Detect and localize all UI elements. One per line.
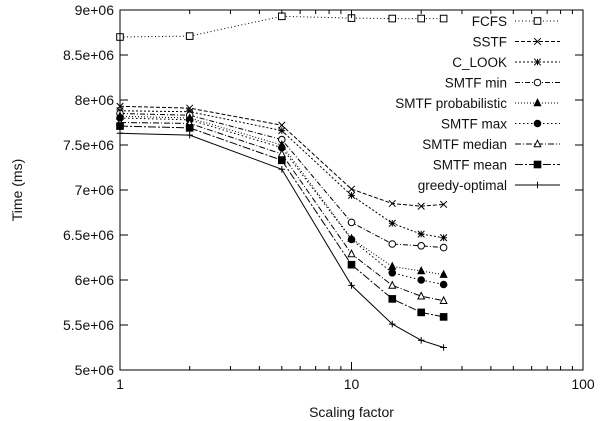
data-point-marker	[186, 104, 194, 112]
y-tick-label: 5.5e+06	[63, 317, 114, 333]
data-point-marker	[417, 337, 425, 344]
legend-entry: SMTF max	[441, 117, 560, 132]
legend-label: SMTF max	[441, 117, 507, 132]
data-point-marker	[347, 185, 356, 193]
data-point-marker	[533, 139, 542, 148]
series-layer	[115, 12, 448, 351]
data-point-marker	[533, 58, 542, 66]
data-point-marker	[388, 14, 397, 23]
ticks-layer: 1 10 100 5e+06 5.5e+06 6e+06 6.5e+06 7e+06 7.5e+…	[63, 2, 595, 392]
legend-label: SMTF mean	[433, 158, 507, 173]
series-smtf-min	[116, 109, 448, 252]
data-point-marker	[347, 191, 356, 200]
y-tick-label: 7e+06	[75, 182, 115, 198]
data-point-marker	[388, 199, 396, 208]
legend-label: SMTF min	[445, 76, 507, 91]
y-tick-label: 5e+06	[75, 362, 115, 378]
plot-frame	[119, 9, 584, 371]
data-point-marker	[417, 14, 425, 23]
y-tick-label: 6.5e+06	[63, 227, 114, 243]
data-point-marker	[388, 295, 397, 303]
data-point-marker	[439, 295, 448, 304]
data-point-marker	[347, 260, 356, 269]
data-point-marker	[278, 166, 286, 173]
data-point-marker	[347, 235, 356, 244]
legend-label: FCFS	[472, 14, 507, 29]
data-point-marker	[440, 344, 447, 351]
x-tick-label: 100	[571, 376, 595, 392]
data-point-marker	[388, 240, 397, 248]
data-point-marker	[439, 243, 448, 252]
data-point-marker	[417, 230, 425, 238]
y-tick-label: 8.5e+06	[63, 47, 114, 63]
y-tick-label: 6e+06	[75, 272, 115, 288]
data-point-marker	[417, 242, 425, 250]
data-point-marker	[277, 149, 286, 158]
x-axis-label: Scaling factor	[309, 404, 394, 420]
y-tick-label: 9e+06	[75, 2, 115, 18]
data-point-marker	[388, 280, 397, 289]
data-point-marker	[534, 181, 541, 189]
data-point-marker	[388, 219, 396, 227]
y-tick-label: 8e+06	[75, 92, 115, 108]
y-axis-label: Time (ms)	[9, 159, 25, 221]
data-point-marker	[417, 308, 425, 317]
data-point-marker	[347, 248, 356, 258]
data-point-marker	[533, 98, 542, 107]
data-point-marker	[439, 280, 448, 289]
x-tick-label: 10	[344, 376, 360, 392]
legend-label: SSTF	[472, 35, 507, 50]
data-point-marker	[533, 37, 542, 46]
data-point-marker	[185, 124, 194, 132]
legend-entry: SMTF min	[445, 76, 560, 91]
data-point-marker	[278, 121, 286, 129]
data-point-marker	[278, 156, 286, 165]
data-point-marker	[417, 202, 425, 210]
legend: FCFS SSTF C_LOOK SMTF min SMTF probabilistic…	[395, 14, 560, 193]
data-point-marker	[278, 126, 286, 135]
data-point-marker	[439, 200, 448, 209]
legend-entry: SMTF probabilistic	[395, 96, 560, 111]
data-point-marker	[348, 282, 355, 289]
data-point-marker	[439, 313, 448, 321]
legend-entry: SSTF	[472, 35, 560, 50]
legend-label: SMTF median	[422, 137, 507, 152]
legend-label: SMTF probabilistic	[395, 96, 507, 111]
x-tick-label: 1	[116, 376, 124, 392]
data-point-marker	[417, 276, 425, 284]
legend-entry: greedy-optimal	[418, 178, 560, 193]
data-point-marker	[417, 266, 426, 275]
data-point-marker	[388, 261, 397, 270]
legend-label: greedy-optimal	[418, 178, 507, 193]
data-point-marker	[533, 17, 542, 25]
legend-label: C_LOOK	[452, 55, 507, 70]
legend-entry: SMTF median	[422, 137, 560, 152]
legend-entry: SMTF mean	[433, 158, 560, 173]
data-point-marker	[186, 131, 193, 139]
data-point-marker	[388, 269, 397, 277]
data-point-marker	[439, 14, 448, 23]
data-point-marker	[388, 320, 396, 328]
series-sstf	[116, 102, 448, 210]
series-greedy-optimal	[116, 130, 447, 351]
data-point-marker	[185, 32, 194, 40]
data-point-marker	[439, 234, 448, 242]
data-point-marker	[533, 78, 542, 87]
data-point-marker	[439, 269, 448, 278]
legend-entry: FCFS	[472, 14, 560, 29]
series-line	[119, 132, 444, 348]
series-fcfs	[116, 12, 448, 41]
legend-entry: C_LOOK	[452, 55, 560, 70]
y-tick-label: 7.5e+06	[63, 137, 114, 153]
data-point-marker	[533, 160, 542, 169]
data-point-marker	[347, 218, 356, 227]
data-point-marker	[417, 291, 426, 300]
data-point-marker	[533, 119, 542, 128]
